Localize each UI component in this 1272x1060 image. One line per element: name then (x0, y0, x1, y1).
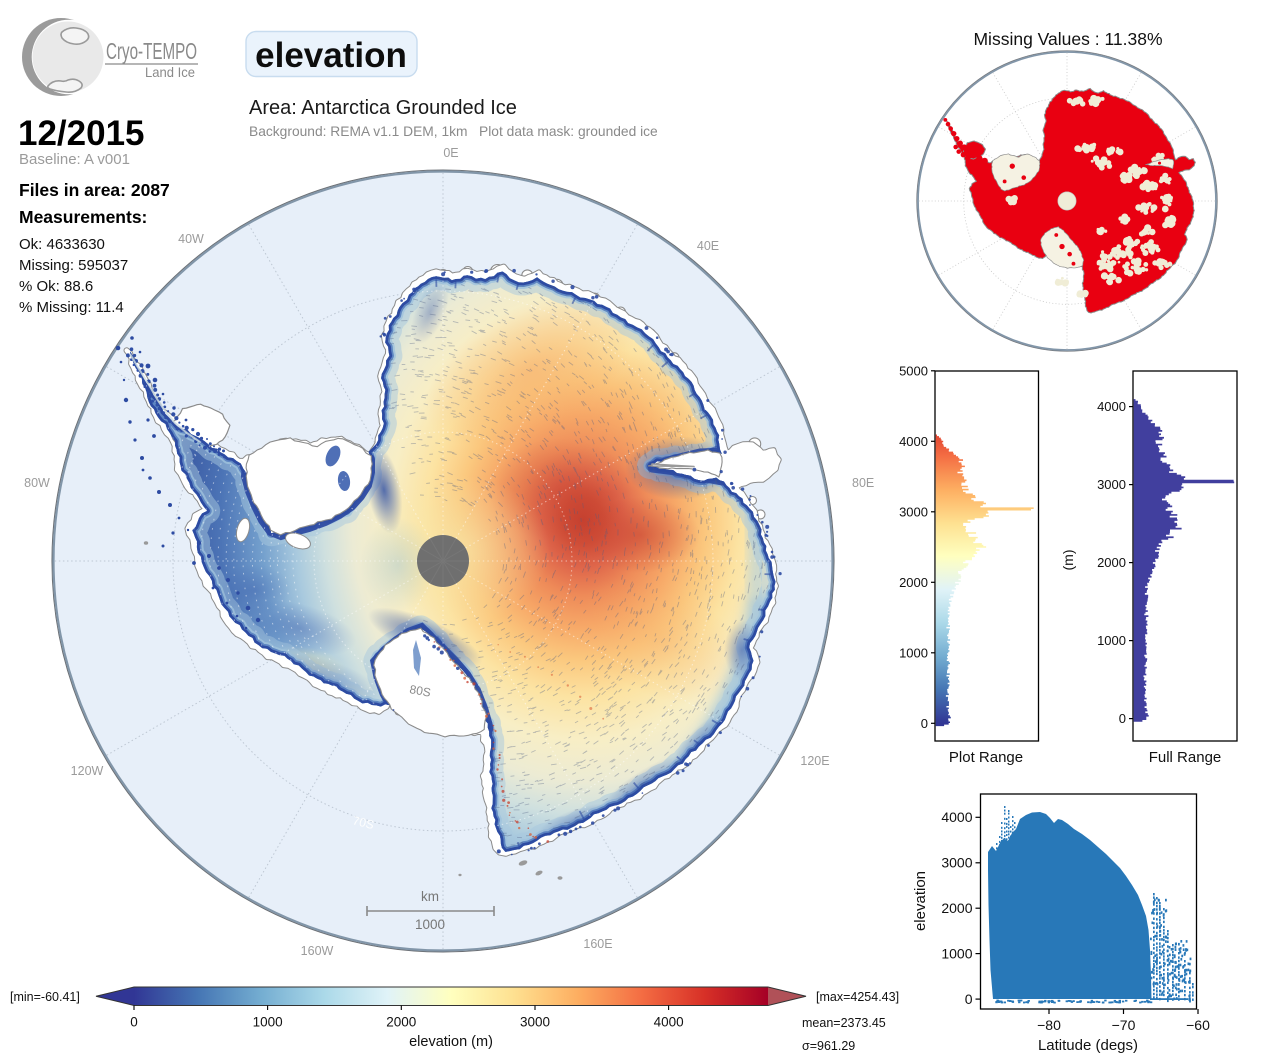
svg-text:[max=4254.43]: [max=4254.43] (816, 990, 899, 1004)
svg-text:Missing Values : 11.38%: Missing Values : 11.38% (973, 29, 1162, 49)
svg-text:1000: 1000 (415, 917, 445, 932)
svg-text:σ=961.29: σ=961.29 (802, 1039, 855, 1053)
svg-text:Baseline: A v001: Baseline: A v001 (19, 151, 130, 168)
svg-text:4000: 4000 (654, 1015, 684, 1030)
svg-text:0E: 0E (443, 146, 458, 160)
svg-text:Files in area: 2087: Files in area: 2087 (19, 180, 170, 200)
svg-text:4000: 4000 (1097, 399, 1126, 414)
svg-text:40E: 40E (697, 239, 719, 253)
svg-text:2000: 2000 (386, 1015, 416, 1030)
svg-text:70S: 70S (351, 813, 375, 832)
svg-text:120W: 120W (71, 764, 104, 778)
svg-text:0: 0 (1119, 711, 1126, 726)
svg-text:4000: 4000 (899, 434, 928, 449)
svg-text:Latitude (degs): Latitude (degs) (1038, 1037, 1138, 1054)
svg-text:3000: 3000 (1097, 477, 1126, 492)
svg-text:% Ok: 88.6: % Ok: 88.6 (19, 278, 93, 295)
svg-text:5000: 5000 (899, 363, 928, 378)
svg-text:80S: 80S (408, 682, 431, 699)
svg-text:Land Ice: Land Ice (145, 64, 195, 80)
svg-text:(m): (m) (1060, 550, 1076, 571)
svg-text:−70: −70 (1112, 1017, 1136, 1033)
svg-text:120E: 120E (800, 754, 829, 768)
svg-text:80E: 80E (852, 476, 874, 490)
svg-text:1000: 1000 (899, 645, 928, 660)
svg-text:Missing: 595037: Missing: 595037 (19, 257, 128, 274)
svg-text:elevation: elevation (255, 36, 407, 75)
svg-text:1000: 1000 (253, 1015, 283, 1030)
svg-text:% Missing: 11.4: % Missing: 11.4 (19, 299, 124, 316)
svg-text:2000: 2000 (899, 575, 928, 590)
svg-text:160E: 160E (583, 937, 612, 951)
svg-text:80W: 80W (24, 476, 50, 490)
svg-text:3000: 3000 (941, 855, 972, 871)
svg-text:2000: 2000 (941, 900, 972, 916)
svg-text:1000: 1000 (941, 945, 972, 961)
svg-text:160W: 160W (301, 944, 334, 958)
svg-text:4000: 4000 (941, 809, 972, 825)
svg-text:km: km (421, 889, 439, 904)
svg-text:Plot Range: Plot Range (949, 749, 1023, 766)
svg-text:40W: 40W (178, 232, 204, 246)
svg-text:Area: Antarctica Grounded Ice: Area: Antarctica Grounded Ice (249, 97, 517, 119)
svg-text:mean=2373.45: mean=2373.45 (802, 1016, 886, 1030)
svg-text:Measurements:: Measurements: (19, 207, 147, 227)
svg-text:12/2015: 12/2015 (18, 114, 145, 153)
svg-text:0: 0 (965, 991, 973, 1007)
svg-text:Ok: 4633630: Ok: 4633630 (19, 236, 105, 253)
svg-text:0: 0 (921, 716, 928, 731)
svg-text:−60: −60 (1186, 1017, 1210, 1033)
svg-text:0: 0 (130, 1015, 138, 1030)
svg-text:−80: −80 (1037, 1017, 1061, 1033)
svg-text:3000: 3000 (899, 504, 928, 519)
svg-text:elevation: elevation (912, 871, 929, 931)
svg-text:[min=-60.41]: [min=-60.41] (10, 990, 80, 1004)
svg-text:Full Range: Full Range (1149, 749, 1222, 766)
svg-text:elevation (m): elevation (m) (409, 1034, 493, 1050)
svg-text:2000: 2000 (1097, 555, 1126, 570)
svg-text:3000: 3000 (520, 1015, 550, 1030)
svg-text:Background: REMA v1.1 DEM, 1km: Background: REMA v1.1 DEM, 1km Plot data… (249, 124, 658, 139)
svg-text:1000: 1000 (1097, 633, 1126, 648)
svg-text:Cryo-TEMPO: Cryo-TEMPO (106, 38, 197, 64)
